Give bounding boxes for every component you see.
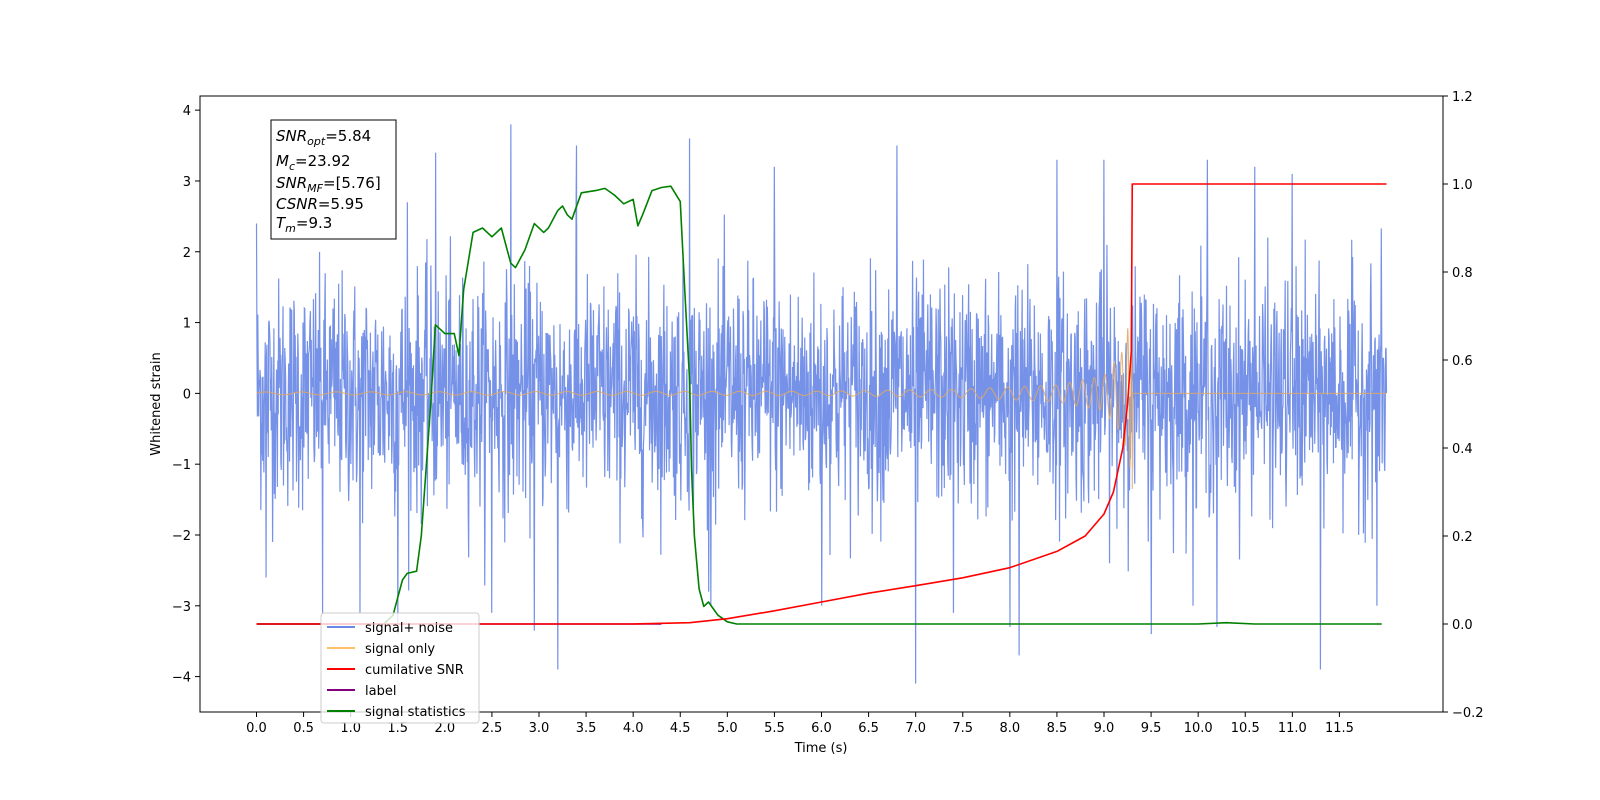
x-tick-label: 2.0	[434, 721, 455, 736]
info-box-frame	[270, 119, 397, 240]
legend-label: signal statistics	[365, 705, 466, 720]
y-axis-left: 4 3 2 1 0 −1 −2 −3 −4	[172, 104, 200, 686]
x-axis: 0.0 0.5 1.0 1.5 2.0 2.5 3.0 3.5 4.0 4.5 5.0 5.5 6.0 6…	[246, 712, 1354, 736]
legend: signal+ noise signal only cumilative SNR la…	[320, 612, 480, 724]
x-tick-label: 6.5	[858, 721, 879, 736]
info-box: SNRopt=5.84 Mc=23.92 SNRMF=[5.76] CSNR=5…	[270, 119, 397, 240]
x-tick-label: 1.5	[387, 721, 408, 736]
x-tick-label: 5.5	[764, 721, 785, 736]
x-tick-label: 10.5	[1231, 721, 1260, 736]
y2-tick-label: 1.0	[1452, 178, 1473, 193]
x-tick-label: 0.5	[293, 721, 314, 736]
info-snr-opt: SNRopt=5.84	[276, 127, 371, 148]
y-axis-right: 1.2 1.0 0.8 0.6 0.4 0.2 0.0 −0.2	[1443, 90, 1484, 721]
y2-tick-label: 0.4	[1452, 442, 1473, 457]
info-tm: Tm=9.3	[276, 214, 332, 235]
x-tick-label: 5.0	[717, 721, 738, 736]
y2-tick-label: 1.2	[1452, 90, 1473, 105]
y-tick-label: −4	[172, 671, 191, 686]
x-tick-label: 4.0	[623, 721, 644, 736]
y-tick-label: 3	[183, 175, 191, 190]
y-tick-label: −1	[172, 458, 191, 473]
x-tick-label: 6.0	[811, 721, 832, 736]
x-tick-label: 9.5	[1141, 721, 1162, 736]
y-tick-label: 1	[183, 317, 191, 332]
legend-label: signal+ noise	[365, 621, 453, 636]
y2-tick-label: 0.2	[1452, 530, 1473, 545]
y-tick-label: 0	[183, 387, 191, 402]
y-axis-label: Whitened strain	[149, 352, 164, 455]
x-tick-label: 11.5	[1325, 721, 1354, 736]
x-tick-label: 1.0	[340, 721, 361, 736]
legend-frame	[320, 612, 480, 724]
y-tick-label: −2	[172, 529, 191, 544]
x-tick-label: 11.0	[1278, 721, 1307, 736]
x-tick-label: 0.0	[246, 721, 267, 736]
x-tick-label: 9.0	[1094, 721, 1115, 736]
legend-label: label	[365, 684, 396, 699]
info-snr-mf: SNRMF=[5.76]	[276, 174, 381, 195]
y2-tick-label: 0.0	[1452, 618, 1473, 633]
y2-tick-label: 0.6	[1452, 354, 1473, 369]
x-tick-label: 3.0	[529, 721, 550, 736]
y2-tick-label: 0.8	[1452, 266, 1473, 281]
series-signal-noise	[255, 124, 1388, 684]
legend-label: signal only	[365, 642, 435, 657]
info-csnr: CSNR=5.95	[276, 195, 364, 213]
x-tick-label: 7.0	[905, 721, 926, 736]
y-tick-label: 4	[183, 104, 191, 119]
x-tick-label: 3.5	[576, 721, 597, 736]
x-tick-label: 10.0	[1184, 721, 1213, 736]
x-tick-label: 8.0	[999, 721, 1020, 736]
series-cumulative-snr	[256, 183, 1387, 625]
y-tick-label: −3	[172, 600, 191, 615]
y-tick-label: 2	[183, 246, 191, 261]
x-tick-label: 7.5	[952, 721, 973, 736]
x-tick-label: 4.5	[670, 721, 691, 736]
series-signal-statistics	[256, 185, 1382, 625]
y2-tick-label: −0.2	[1452, 706, 1484, 721]
legend-label: cumilative SNR	[365, 663, 464, 678]
info-mc: Mc=23.92	[276, 152, 351, 173]
x-axis-label: Time (s)	[794, 741, 848, 756]
x-tick-label: 2.5	[482, 721, 503, 736]
x-tick-label: 8.5	[1047, 721, 1068, 736]
series-signal-only	[256, 311, 1387, 489]
